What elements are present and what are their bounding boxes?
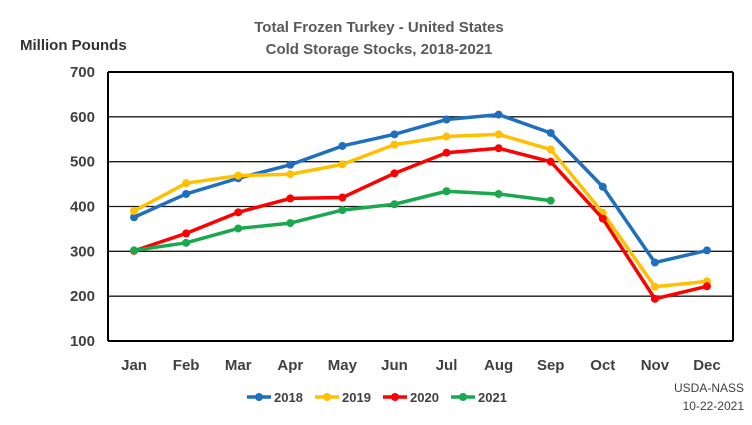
chart-title-line-1: Total Frozen Turkey - United States bbox=[254, 19, 503, 36]
series-group bbox=[130, 110, 711, 303]
series-2018-line bbox=[132, 112, 709, 265]
point-2019-feb bbox=[182, 179, 191, 188]
legend-marker-2020 bbox=[391, 393, 399, 401]
y-axis-label: Million Pounds bbox=[20, 37, 127, 54]
point-2018-jan bbox=[130, 213, 139, 222]
point-2018-aug bbox=[494, 110, 503, 119]
x-tick-sep: Sep bbox=[537, 357, 565, 374]
legend-label-2020: 2020 bbox=[410, 390, 439, 405]
legend-item-2018: 2018 bbox=[247, 390, 303, 405]
y-axis-ticks: 100 200 300 400 500 600 700 bbox=[70, 64, 95, 350]
series-2019 bbox=[130, 130, 711, 291]
legend-marker-2021 bbox=[459, 393, 467, 401]
point-2019-jul bbox=[442, 132, 451, 141]
point-2019-jun bbox=[390, 140, 399, 149]
source-label: USDA-NASS bbox=[674, 381, 744, 395]
point-2021-jun bbox=[390, 200, 399, 209]
point-2020-apr bbox=[286, 194, 295, 203]
point-2020-aug bbox=[494, 144, 503, 153]
point-2019-jan bbox=[130, 206, 139, 215]
point-2020-nov bbox=[650, 294, 659, 303]
point-2019-aug bbox=[494, 130, 503, 139]
y-tick-600: 600 bbox=[70, 109, 95, 126]
x-tick-dec: Dec bbox=[693, 357, 721, 374]
x-tick-apr: Apr bbox=[277, 357, 303, 374]
x-tick-may: May bbox=[328, 357, 358, 374]
x-tick-jul: Jul bbox=[436, 357, 458, 374]
legend-item-2021: 2021 bbox=[451, 390, 507, 405]
series-2020 bbox=[130, 144, 711, 303]
source-date: 10-22-2021 bbox=[683, 399, 745, 413]
x-tick-feb: Feb bbox=[173, 357, 200, 374]
gridlines bbox=[107, 71, 734, 342]
x-tick-jan: Jan bbox=[121, 357, 147, 374]
legend-marker-2019 bbox=[323, 393, 331, 401]
point-2019-may bbox=[338, 160, 347, 169]
y-tick-500: 500 bbox=[70, 154, 95, 171]
point-2020-jul bbox=[442, 148, 451, 157]
point-2018-nov bbox=[650, 258, 659, 267]
point-2020-oct bbox=[598, 214, 607, 223]
series-2020-line bbox=[132, 146, 709, 301]
point-2021-apr bbox=[286, 219, 295, 228]
point-2020-may bbox=[338, 193, 347, 202]
legend-item-2019: 2019 bbox=[315, 390, 371, 405]
series-2021 bbox=[130, 187, 555, 255]
point-2018-sep bbox=[546, 128, 555, 137]
point-2019-apr bbox=[286, 170, 295, 179]
x-tick-aug: Aug bbox=[484, 357, 513, 374]
legend-label-2021: 2021 bbox=[478, 390, 507, 405]
point-2021-jul bbox=[442, 187, 451, 196]
point-2021-feb bbox=[182, 238, 191, 247]
y-tick-100: 100 bbox=[70, 333, 95, 350]
point-2019-mar bbox=[234, 171, 243, 180]
legend-label-2018: 2018 bbox=[274, 390, 303, 405]
chart-title-line-2: Cold Storage Stocks, 2018-2021 bbox=[266, 41, 493, 58]
y-tick-300: 300 bbox=[70, 243, 95, 260]
point-2018-dec bbox=[702, 246, 711, 255]
point-2021-jan bbox=[130, 246, 139, 255]
legend: 2018 2019 2020 2021 bbox=[247, 390, 507, 405]
legend-label-2019: 2019 bbox=[342, 390, 371, 405]
point-2020-mar bbox=[234, 208, 243, 217]
x-tick-nov: Nov bbox=[641, 357, 670, 374]
point-2021-sep bbox=[546, 196, 555, 205]
y-tick-700: 700 bbox=[70, 64, 95, 81]
point-2019-sep bbox=[546, 145, 555, 154]
point-2018-jul bbox=[442, 115, 451, 124]
point-2018-may bbox=[338, 141, 347, 150]
y-tick-400: 400 bbox=[70, 199, 95, 216]
legend-marker-2018 bbox=[255, 393, 263, 401]
point-2020-jun bbox=[390, 169, 399, 178]
point-2018-oct bbox=[598, 182, 607, 191]
point-2018-feb bbox=[182, 189, 191, 198]
legend-item-2020: 2020 bbox=[383, 390, 439, 405]
point-2019-nov bbox=[650, 282, 659, 291]
x-tick-oct: Oct bbox=[590, 357, 615, 374]
point-2021-aug bbox=[494, 189, 503, 198]
series-2019-line bbox=[132, 132, 709, 289]
point-2018-apr bbox=[286, 160, 295, 169]
point-2021-may bbox=[338, 206, 347, 215]
point-2020-feb bbox=[182, 229, 191, 238]
x-tick-mar: Mar bbox=[225, 357, 252, 374]
point-2018-jun bbox=[390, 130, 399, 139]
point-2020-sep bbox=[546, 157, 555, 166]
x-tick-jun: Jun bbox=[381, 357, 408, 374]
point-2021-mar bbox=[234, 224, 243, 233]
y-tick-200: 200 bbox=[70, 288, 95, 305]
point-2020-dec bbox=[702, 282, 711, 291]
x-axis-ticks: Jan Feb Mar Apr May Jun Jul Aug Sep Oct Nov Dec bbox=[121, 357, 721, 374]
